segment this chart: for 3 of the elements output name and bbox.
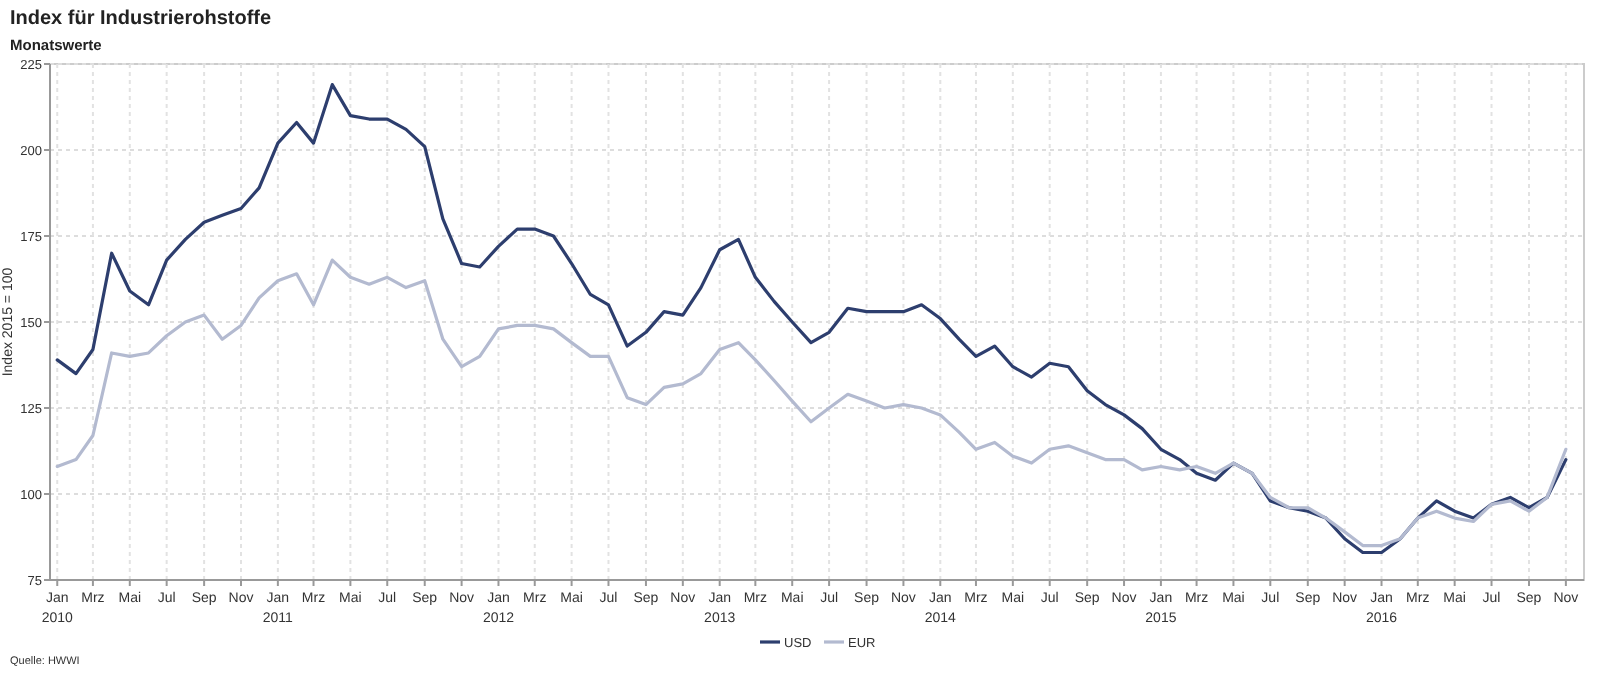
line-series: [55, 83, 1568, 555]
chart-title: Index für Industrierohstoffe: [10, 8, 272, 30]
line-series: [55, 258, 1568, 548]
